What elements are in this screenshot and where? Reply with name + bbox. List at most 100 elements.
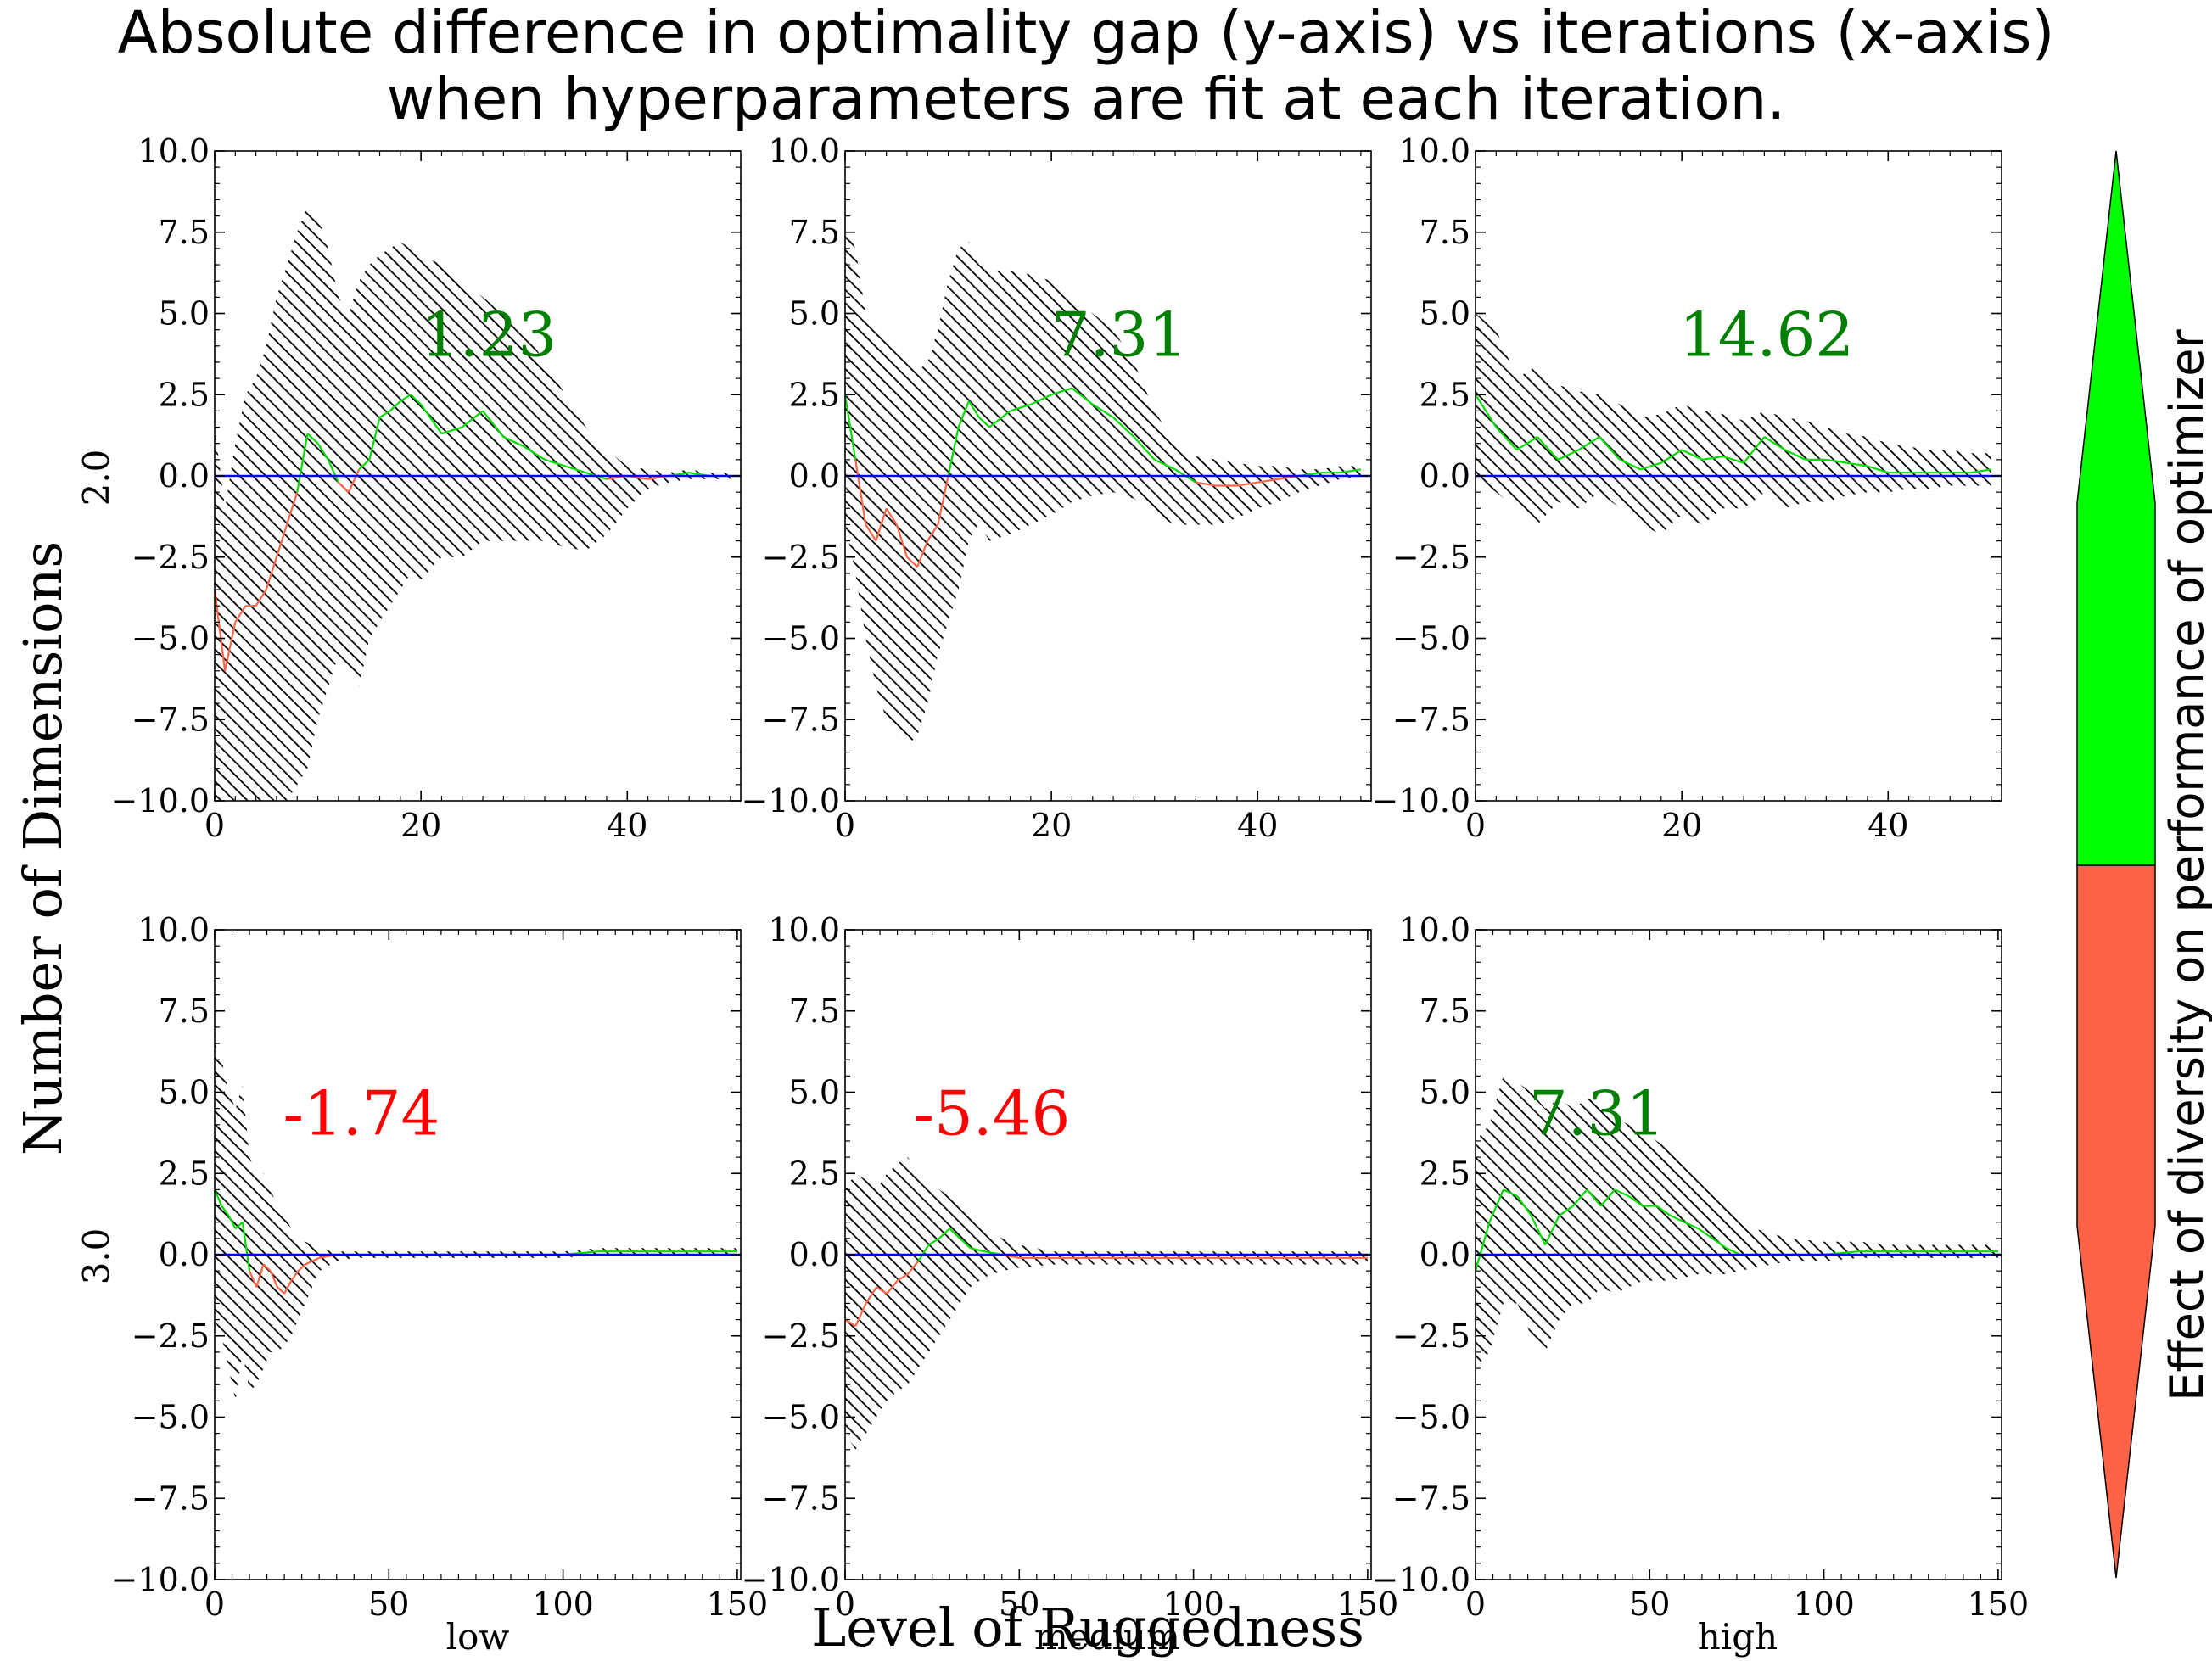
x-tick-label: 40 xyxy=(1868,807,1908,844)
x-tick-label: 20 xyxy=(1031,807,1072,844)
mean-line-segment xyxy=(1133,436,1156,461)
mean-line-segment xyxy=(1516,436,1538,451)
y-tick-label: 0.0 xyxy=(789,457,840,495)
y-tick-label: −2.5 xyxy=(1392,539,1470,576)
mean-line-segment xyxy=(1640,461,1662,471)
mean-line-segment xyxy=(1763,436,1786,451)
y-tick-label: 10.0 xyxy=(768,911,840,948)
y-tick-label: −7.5 xyxy=(132,1479,210,1517)
y-tick-label: 5.0 xyxy=(159,295,210,333)
annotation-value: 7.31 xyxy=(1529,1077,1665,1149)
y-tick-label: 10.0 xyxy=(768,132,840,170)
y-tick-label: 0.0 xyxy=(789,1236,840,1273)
y-tick-label: −10.0 xyxy=(1372,782,1470,819)
mean-line-segment xyxy=(482,410,505,438)
row-label-2: 3.0 xyxy=(76,1228,117,1285)
mean-line-segment xyxy=(224,622,237,672)
mean-line-segment xyxy=(959,1238,972,1250)
y-tick-label: 5.0 xyxy=(789,1074,840,1111)
y-tick-label: −2.5 xyxy=(762,539,840,576)
mean-line-segment xyxy=(255,1264,265,1288)
mean-line-segment xyxy=(241,1222,251,1272)
y-tick-label: −7.5 xyxy=(1392,1479,1470,1517)
mean-line-segment xyxy=(1488,1188,1504,1223)
mean-line-segment xyxy=(1476,1222,1491,1272)
mean-line-segment xyxy=(1614,1188,1630,1198)
mean-line-segment xyxy=(875,507,888,541)
y-tick-label: 2.5 xyxy=(1420,376,1470,413)
mean-line-segment xyxy=(1867,465,1889,474)
mean-line-segment xyxy=(410,394,422,405)
y-tick-label: 2.5 xyxy=(789,376,840,413)
mean-line-segment xyxy=(907,1260,920,1275)
mean-line-segment xyxy=(1628,1195,1644,1207)
annotation-value: 1.23 xyxy=(421,299,557,370)
mean-line-segment xyxy=(1030,394,1052,405)
colorbar-negative-region xyxy=(2076,864,2156,1579)
mean-line-segment xyxy=(234,1221,244,1230)
colorbar-positive-region xyxy=(2076,150,2156,866)
plot-area xyxy=(845,226,1371,746)
annotation-value: -1.74 xyxy=(283,1077,440,1149)
colorbar xyxy=(2076,150,2156,1579)
mean-line-segment xyxy=(1711,1237,1728,1250)
y-tick-label: −2.5 xyxy=(1392,1317,1470,1355)
y-tick-label: 5.0 xyxy=(1420,295,1470,333)
mean-line-segment xyxy=(249,1270,258,1288)
y-tick-label: 0.0 xyxy=(159,457,210,495)
mean-line-segment xyxy=(1112,417,1135,438)
mean-line-segment xyxy=(1726,1247,1741,1256)
y-tick-label: −2.5 xyxy=(132,539,210,576)
mean-line-segment xyxy=(1619,458,1641,471)
mean-line-segment xyxy=(1681,449,1703,461)
y-tick-label: 7.5 xyxy=(1420,993,1470,1030)
mean-line-segment xyxy=(938,1228,950,1239)
chart-title-line-1: Absolute difference in optimality gap (y… xyxy=(118,0,2055,67)
mean-line-segment xyxy=(348,468,361,493)
mean-line-segment xyxy=(1572,1188,1588,1207)
mean-line-segment xyxy=(1599,436,1621,461)
mean-line-segment xyxy=(1655,1205,1672,1216)
mean-line-segment xyxy=(441,426,463,435)
mean-line-segment xyxy=(269,1270,278,1288)
y-tick-label: −7.5 xyxy=(762,701,840,738)
y-tick-label: 10.0 xyxy=(137,132,210,170)
mean-line-segment xyxy=(1660,449,1683,464)
mean-line-segment xyxy=(1544,1215,1560,1245)
mean-line-segment xyxy=(255,589,267,607)
subplot-3_0-medium: −10.0 −7.5 −5.0 −2.5 0.0 2.5 5.0 7.5 10.0 0 50 100 1… xyxy=(742,911,1399,1623)
mean-line-segment xyxy=(1784,449,1806,461)
column-label-medium: medium xyxy=(1034,1616,1180,1658)
mean-line-segment xyxy=(1537,436,1560,461)
y-tick-label: −5.0 xyxy=(132,620,210,657)
mean-line-segment xyxy=(215,589,227,671)
mean-line-segment xyxy=(316,443,329,461)
x-tick-label: 0 xyxy=(1465,807,1486,844)
y-tick-label: −10.0 xyxy=(111,1561,210,1598)
x-tick-label: 150 xyxy=(1968,1586,2030,1623)
mean-line-segment xyxy=(221,1205,230,1216)
x-tick-label: 0 xyxy=(204,807,225,844)
mean-line-segment xyxy=(927,1237,940,1246)
x-tick-label: 50 xyxy=(1629,1586,1670,1623)
mean-line-segment xyxy=(988,410,1011,428)
mean-line-segment xyxy=(311,1256,320,1262)
mean-line-segment xyxy=(420,404,443,434)
y-tick-label: −10.0 xyxy=(1372,1561,1470,1598)
row-label-1: 2.0 xyxy=(76,450,117,506)
mean-line-segment xyxy=(1010,403,1032,412)
subplot-grid: −10.0 −7.5 −5.0 −2.5 0.0 2.5 5.0 7.5 10.0 0 20 40 1.… xyxy=(111,132,2030,1623)
mean-line-segment xyxy=(949,1228,961,1239)
plot-area xyxy=(1476,313,2002,534)
mean-line-segment xyxy=(297,1263,306,1272)
mean-line-segment xyxy=(565,465,586,474)
y-tick-label: −5.0 xyxy=(1392,620,1470,657)
plot-area xyxy=(215,206,741,801)
x-tick-label: 0 xyxy=(204,1586,225,1623)
mean-line-segment xyxy=(1236,481,1258,487)
mean-line-segment xyxy=(1743,436,1766,464)
mean-line-segment xyxy=(1970,468,1992,474)
mean-line-segment xyxy=(338,481,350,493)
y-tick-label: 5.0 xyxy=(1420,1074,1470,1111)
mean-line-segment xyxy=(886,1279,899,1295)
